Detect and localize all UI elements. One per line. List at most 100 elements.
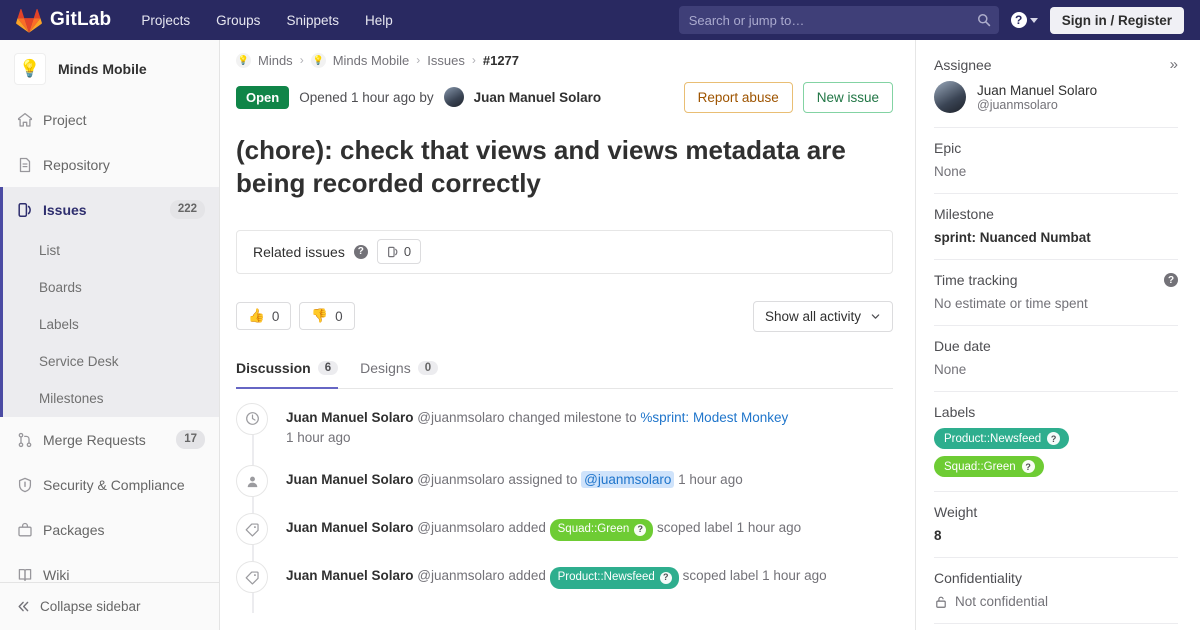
gitlab-logo-link[interactable]: GitLab xyxy=(16,8,111,33)
collapse-sidebar-button[interactable]: Collapse sidebar xyxy=(0,582,219,630)
nav-link-groups[interactable]: Groups xyxy=(216,12,261,28)
sidebar-subitem-boards[interactable]: Boards xyxy=(39,280,82,295)
new-issue-button[interactable]: New issue xyxy=(802,81,893,113)
activity-author[interactable]: Juan Manuel Solaro xyxy=(286,409,414,425)
issues-icon xyxy=(387,246,398,257)
milestone-header: Milestone xyxy=(934,206,1178,222)
nav-link-snippets[interactable]: Snippets xyxy=(286,12,339,28)
thumbs-up-button[interactable]: 👍 0 xyxy=(236,302,292,330)
epic-value: None xyxy=(934,164,967,179)
sidebar-item-label: Issues xyxy=(43,201,87,218)
labels-header: Labels xyxy=(934,404,1178,420)
nav-link-help[interactable]: Help xyxy=(364,12,393,28)
sidebar-item-label: Wiki xyxy=(43,566,70,583)
confidentiality-row: Not confidential xyxy=(934,594,1178,609)
scoped-label-badge[interactable]: Product::Newsfeed ? xyxy=(549,567,679,590)
status-badge: Open xyxy=(236,85,290,109)
breadcrumb-separator: › xyxy=(416,53,421,67)
question-mark-icon[interactable]: ? xyxy=(1021,460,1035,473)
sidebar-item-project[interactable]: Project xyxy=(0,97,219,142)
activity-filter-dropdown[interactable]: Show all activity xyxy=(752,300,893,332)
thumbs-down-button[interactable]: 👎 0 xyxy=(299,302,355,330)
epic-section: Epic None xyxy=(934,128,1178,194)
assignee-row[interactable]: Juan Manuel Solaro @juanmsolaro xyxy=(934,81,1178,113)
search-input[interactable]: Search or jump to… xyxy=(678,6,999,34)
confidentiality-title: Confidentiality xyxy=(934,570,1022,586)
unlock-icon xyxy=(936,596,946,608)
question-mark-icon[interactable]: ? xyxy=(1047,432,1061,445)
user-mention-link[interactable]: @juanmsolaro xyxy=(581,471,675,489)
report-abuse-button[interactable]: Report abuse xyxy=(683,81,793,113)
tab-designs[interactable]: Designs 0 xyxy=(360,357,439,388)
label-icon xyxy=(236,561,268,594)
breadcrumb-current-issue[interactable]: #1277 xyxy=(482,52,520,68)
scoped-label-badge[interactable]: Squad::Green ? xyxy=(549,519,654,542)
activity-action: changed milestone to xyxy=(508,409,637,425)
sidebar-item-wiki[interactable]: Wiki xyxy=(0,552,219,582)
question-mark-icon[interactable]: ? xyxy=(634,524,647,537)
labels-list: Product::Newsfeed ? Squad::Green ? xyxy=(934,428,1178,477)
sign-in-register-button[interactable]: Sign in / Register xyxy=(1049,6,1184,34)
project-avatar-icon: 💡 xyxy=(310,52,326,68)
question-mark-icon[interactable]: ? xyxy=(659,572,672,585)
breadcrumb-item-issues[interactable]: Issues xyxy=(427,52,465,68)
sidebar-subitem-milestones[interactable]: Milestones xyxy=(39,391,104,406)
merge-request-icon xyxy=(18,432,32,447)
activity-author[interactable]: Juan Manuel Solaro xyxy=(286,520,414,536)
nav-link-projects[interactable]: Projects xyxy=(141,12,191,28)
weight-section: Weight 8 xyxy=(934,492,1178,558)
issue-tabs: Discussion 6 Designs 0 xyxy=(236,357,893,389)
issue-author-link[interactable]: Juan Manuel Solaro xyxy=(473,89,602,105)
sidebar-subitem-labels[interactable]: Labels xyxy=(39,317,79,332)
label-badge[interactable]: Product::Newsfeed ? xyxy=(934,428,1070,449)
milestone-value[interactable]: sprint: Nuanced Numbat xyxy=(934,230,1091,245)
activity-text: Juan Manuel Solaro @juanmsolaro changed … xyxy=(286,403,788,450)
sidebar-item-merge-requests[interactable]: Merge Requests 17 xyxy=(0,417,219,462)
navbar-right-group: Search or jump to… ? Sign in / Register xyxy=(678,6,1184,34)
sidebar-nav-list: Project Repository Issues 222 xyxy=(0,97,219,582)
breadcrumb-separator: › xyxy=(471,53,476,67)
project-name: Minds Mobile xyxy=(58,61,147,77)
question-mark-icon[interactable]: ? xyxy=(1164,273,1178,287)
sidebar-item-repository[interactable]: Repository xyxy=(0,142,219,187)
primary-nav: Projects Groups Snippets Help xyxy=(139,9,394,32)
double-chevron-right-icon[interactable]: » xyxy=(1169,56,1178,73)
thumbs-down-count: 0 xyxy=(335,308,343,324)
activity-timestamp: 1 hour ago xyxy=(286,430,351,446)
breadcrumb-item-minds-mobile[interactable]: Minds Mobile xyxy=(332,52,410,68)
sidebar-subitem-list[interactable]: List xyxy=(39,243,61,258)
project-header-link[interactable]: 💡 Minds Mobile xyxy=(0,40,219,97)
activity-item: Juan Manuel Solaro @juanmsolaro added Pr… xyxy=(236,561,893,594)
sidebar-item-issues[interactable]: Issues 222 xyxy=(0,187,219,232)
question-mark-icon[interactable]: ? xyxy=(353,244,368,259)
package-icon xyxy=(18,522,32,536)
main-content: 💡 Minds › 💡 Minds Mobile › Issues › #127… xyxy=(220,40,915,630)
sidebar-item-packages[interactable]: Packages xyxy=(0,507,219,552)
related-issues-count-badge[interactable]: 0 xyxy=(376,239,422,264)
activity-author[interactable]: Juan Manuel Solaro xyxy=(286,472,414,488)
assignee-name[interactable]: Juan Manuel Solaro xyxy=(977,82,1098,98)
shield-icon xyxy=(18,477,32,492)
tab-discussion[interactable]: Discussion 6 xyxy=(236,357,339,389)
breadcrumb-item-minds[interactable]: Minds xyxy=(258,52,293,68)
home-icon xyxy=(17,112,33,127)
assignee-handle[interactable]: @juanmsolaro xyxy=(977,97,1058,112)
milestone-link[interactable]: %sprint: Modest Monkey xyxy=(640,409,789,425)
label-badge[interactable]: Squad::Green ? xyxy=(934,456,1044,477)
question-mark-icon: ? xyxy=(1010,12,1027,28)
help-menu-button[interactable]: ? xyxy=(1010,12,1038,28)
activity-action: added xyxy=(508,568,546,584)
activity-handle: @juanmsolaro xyxy=(417,520,505,536)
opened-text: Opened 1 hour ago by xyxy=(299,89,434,105)
clock-icon xyxy=(236,402,268,435)
tab-count: 6 xyxy=(317,360,339,375)
sidebar-subitem-service-desk[interactable]: Service Desk xyxy=(39,354,119,369)
confidentiality-section: Confidentiality Not confidential xyxy=(934,558,1178,624)
activity-author[interactable]: Juan Manuel Solaro xyxy=(286,568,414,584)
label-text: Squad::Green xyxy=(944,460,1016,473)
assignee-section: Assignee » Juan Manuel Solaro @juanmsola… xyxy=(934,54,1178,128)
issue-meta-bar: Open Opened 1 hour ago by Juan Manuel So… xyxy=(236,74,893,120)
issues-icon xyxy=(18,202,31,217)
due-date-header: Due date xyxy=(934,338,1178,354)
sidebar-item-security-compliance[interactable]: Security & Compliance xyxy=(0,462,219,507)
